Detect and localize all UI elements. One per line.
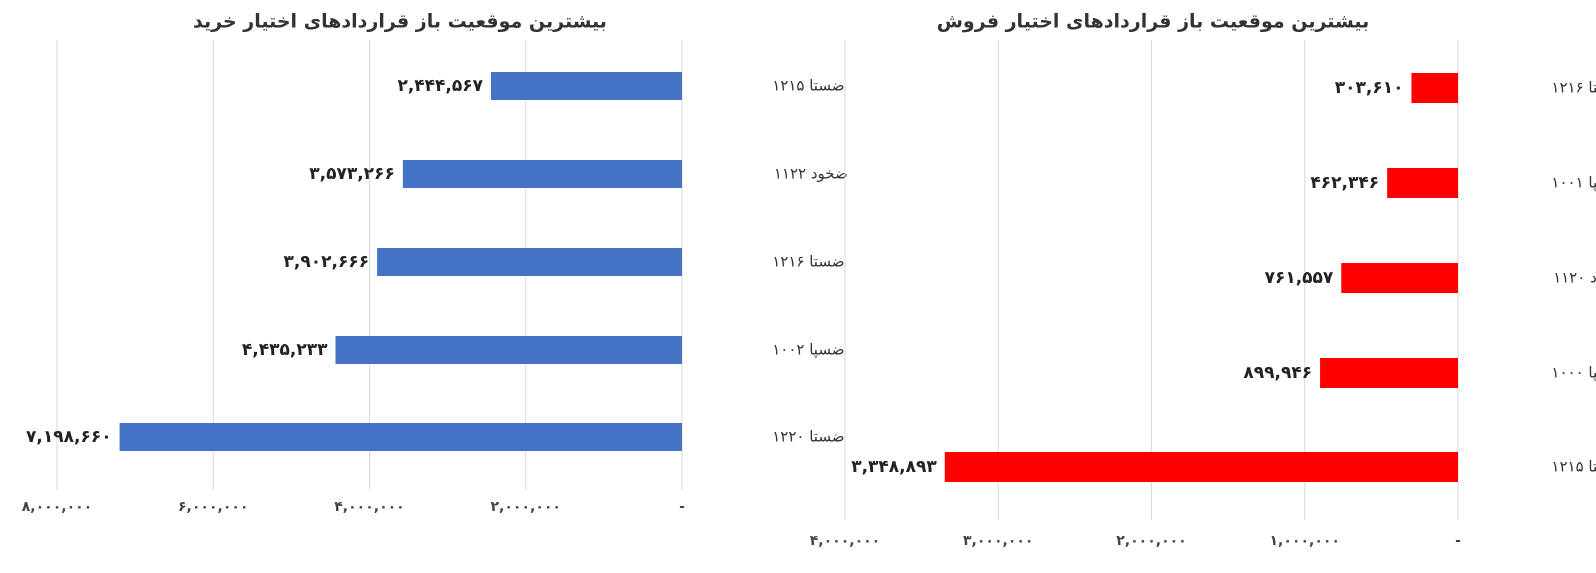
x-tick-label: - xyxy=(679,499,685,515)
value-label: ۴۶۲,۳۴۶ xyxy=(1310,173,1379,193)
x-tick-label: ۴,۰۰۰,۰۰۰ xyxy=(334,499,404,515)
value-label: ۲,۴۴۴,۵۶۷ xyxy=(397,76,483,96)
category-label: ضستا ۱۲۲۰ xyxy=(772,428,844,446)
x-tick-label: ۸,۰۰۰,۰۰۰ xyxy=(22,499,92,515)
bar xyxy=(944,452,1458,482)
chart-title: بیشترین موقعیت باز قراردادهای اختیار خری… xyxy=(193,11,607,33)
x-tick-label: ۳,۰۰۰,۰۰۰ xyxy=(963,533,1033,549)
value-label: ۸۹۹,۹۴۶ xyxy=(1243,363,1312,383)
value-label: ۷,۱۹۸,۶۶۰ xyxy=(26,427,112,447)
value-label: ۴,۴۳۵,۲۳۳ xyxy=(242,340,328,360)
x-tick-label: ۲,۰۰۰,۰۰۰ xyxy=(1116,533,1186,549)
bar xyxy=(335,336,682,364)
category-label: ضسپا ۱۰۰۲ xyxy=(772,341,844,360)
bar xyxy=(119,423,683,451)
value-label: ۳,۹۰۲,۶۶۶ xyxy=(284,252,370,272)
category-label: ضستا ۱۲۱۶ xyxy=(772,253,844,271)
bar xyxy=(491,72,682,100)
chart-title: بیشترین موقعیت باز قراردادهای اختیار فرو… xyxy=(937,11,1370,33)
value-label: ۳۰۳,۶۱۰ xyxy=(1335,78,1404,98)
bar xyxy=(377,248,682,276)
bar xyxy=(1341,263,1458,293)
category-label: طسپا ۱۰۰۱ xyxy=(1551,174,1596,193)
x-tick-label: ۲,۰۰۰,۰۰۰ xyxy=(491,499,561,515)
value-label: ۳,۵۷۳,۲۶۶ xyxy=(309,164,395,184)
x-tick-label: - xyxy=(1455,533,1461,549)
category-label: طسپا ۱۰۰۰ xyxy=(1551,364,1596,383)
category-label: طستا ۱۲۱۶ xyxy=(1551,79,1596,97)
value-label: ۳,۳۴۸,۸۹۳ xyxy=(851,457,937,477)
bar xyxy=(1411,73,1458,103)
category-label: ضستا ۱۲۱۵ xyxy=(772,77,844,95)
category-label: ضخود ۱۱۲۲ xyxy=(774,165,848,183)
bar xyxy=(1320,358,1458,388)
x-tick-label: ۶,۰۰۰,۰۰۰ xyxy=(178,499,248,515)
x-tick-label: ۱,۰۰۰,۰۰۰ xyxy=(1270,533,1340,549)
category-label: طستا ۱۲۱۵ xyxy=(1551,458,1596,476)
category-label: طخود ۱۱۲۰ xyxy=(1553,269,1596,287)
value-label: ۷۶۱,۵۵۷ xyxy=(1265,268,1334,288)
x-tick-label: ۴,۰۰۰,۰۰۰ xyxy=(810,533,880,549)
bar xyxy=(402,160,682,188)
bar xyxy=(1387,168,1458,198)
